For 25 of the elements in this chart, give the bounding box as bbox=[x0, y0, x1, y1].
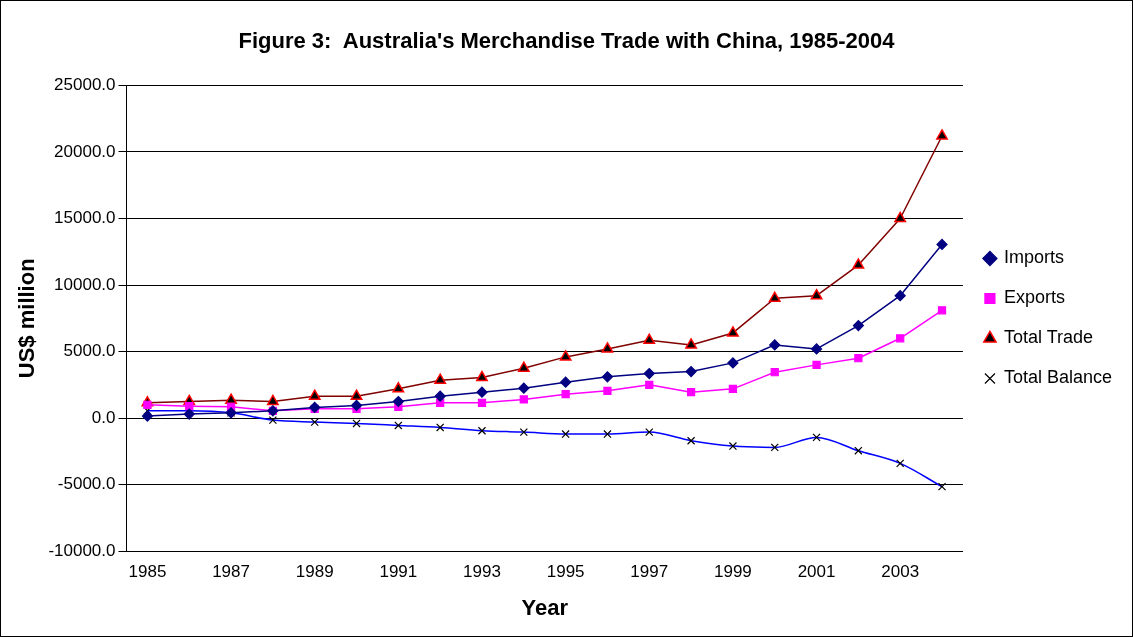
y-axis-title: US$ million bbox=[14, 258, 40, 379]
y-tick-label: 5000.0 bbox=[63, 341, 116, 361]
y-tick-label: 10000.0 bbox=[54, 274, 116, 294]
legend-label: Total Balance bbox=[1003, 367, 1113, 388]
x-tick-label: 1987 bbox=[212, 562, 250, 582]
legend-label: Imports bbox=[1003, 247, 1064, 268]
x-tick-label: 1991 bbox=[379, 562, 418, 582]
y-tick-label: -5000.0 bbox=[57, 474, 116, 494]
chart-title: Figure 3: Australia's Merchandise Trade with China, 1985-2004 bbox=[238, 28, 896, 54]
x-tick-label: 2003 bbox=[881, 562, 920, 582]
x-tick-label: 1997 bbox=[630, 562, 669, 582]
y-tick-label: 0.0 bbox=[91, 407, 116, 427]
x-tick-label: 1989 bbox=[295, 562, 334, 582]
x-tick-label: 1995 bbox=[546, 562, 585, 582]
y-tick-label: 20000.0 bbox=[54, 141, 116, 161]
x-tick-label: 1985 bbox=[128, 562, 167, 582]
y-tick-label: -10000.0 bbox=[48, 540, 116, 560]
x-tick-label: 1993 bbox=[463, 562, 501, 582]
x-tick-label: 1999 bbox=[714, 562, 752, 582]
x-axis-title: Year bbox=[521, 594, 569, 620]
legend-label: Exports bbox=[1003, 287, 1065, 308]
x-tick-label: 2001 bbox=[797, 562, 836, 582]
legend-label: Total Trade bbox=[1003, 327, 1093, 348]
y-tick-label: 25000.0 bbox=[54, 75, 116, 95]
y-tick-label: 15000.0 bbox=[54, 208, 116, 228]
